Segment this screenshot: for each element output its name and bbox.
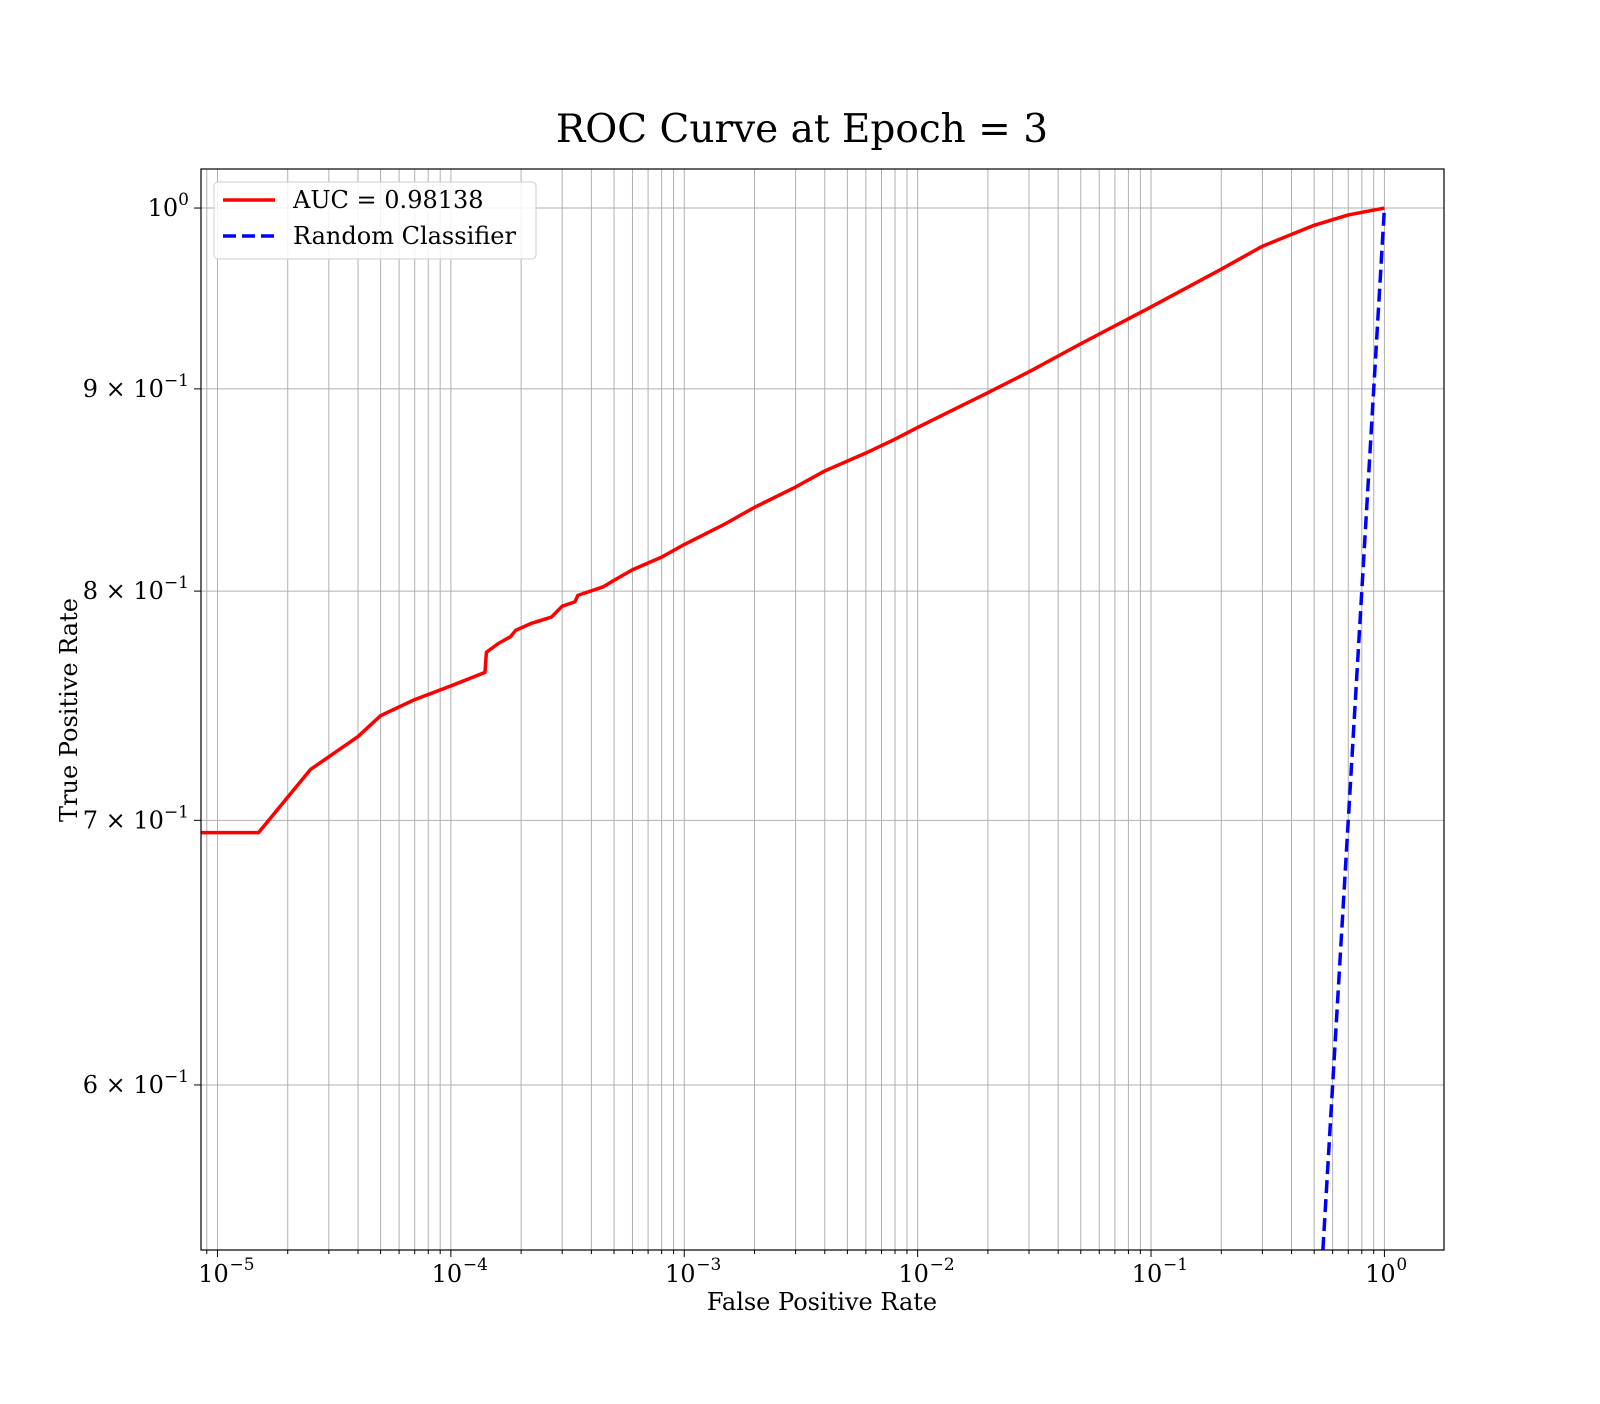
y-tick-label: 7 × 10−1 <box>83 802 189 834</box>
x-tick-label-base: 10 <box>198 1260 229 1288</box>
x-tick-label-exponent: −1 <box>1163 1255 1188 1275</box>
legend-label-auc: AUC = 0.98138 <box>292 186 484 214</box>
y-tick-label-text: 100 <box>148 190 189 222</box>
x-tick-label-base: 10 <box>1365 1260 1396 1288</box>
x-tick-label-base: 10 <box>432 1260 463 1288</box>
x-tick-label: 10 −1 <box>1132 1255 1188 1288</box>
y-tick-label: 9 × 10−1 <box>83 371 189 403</box>
x-tick-label: 10 −4 <box>432 1255 488 1288</box>
random-classifier-line <box>1321 207 1387 1250</box>
x-tick-label-base: 10 <box>898 1260 929 1288</box>
legend-box <box>213 181 537 260</box>
grid-layer <box>201 169 1444 1250</box>
x-tick-label: 10 0 <box>1365 1255 1407 1288</box>
series-layer <box>201 206 1387 1250</box>
x-tick-label: 10 −3 <box>665 1255 721 1288</box>
x-tick-label-exponent: −2 <box>930 1255 955 1275</box>
chart-title: ROC Curve at Epoch = 3 <box>556 107 1048 152</box>
x-tick-label-exponent: −5 <box>229 1255 254 1275</box>
y-tick-label-text: 7 × 10−1 <box>83 802 189 834</box>
x-tick-label: 10 −5 <box>198 1255 254 1288</box>
roc-curve-line <box>201 206 1385 835</box>
x-tick-label: 10 −2 <box>898 1255 954 1288</box>
plot-frame <box>200 168 1445 1251</box>
x-tick-label-exponent: −4 <box>463 1255 488 1275</box>
y-tick-label: 6 × 10−1 <box>83 1067 189 1099</box>
y-tick-label-text: 6 × 10−1 <box>83 1067 189 1099</box>
y-tick-label-text: 8 × 10−1 <box>83 573 189 605</box>
x-tick-label-base: 10 <box>665 1260 696 1288</box>
y-axis-label: True Positive Rate <box>55 598 83 822</box>
legend: AUC = 0.98138 Random Classifier <box>213 181 537 260</box>
y-tick-label-text: 9 × 10−1 <box>83 371 189 403</box>
legend-label-random: Random Classifier <box>293 222 516 250</box>
x-tick-label-exponent: −3 <box>696 1255 721 1275</box>
y-tick-label: 8 × 10−1 <box>83 573 189 605</box>
x-tick-label-base: 10 <box>1132 1260 1163 1288</box>
x-tick-label-exponent: 0 <box>1396 1255 1407 1275</box>
y-tick-label: 100 <box>148 190 189 222</box>
x-axis-label: False Positive Rate <box>707 1288 937 1316</box>
